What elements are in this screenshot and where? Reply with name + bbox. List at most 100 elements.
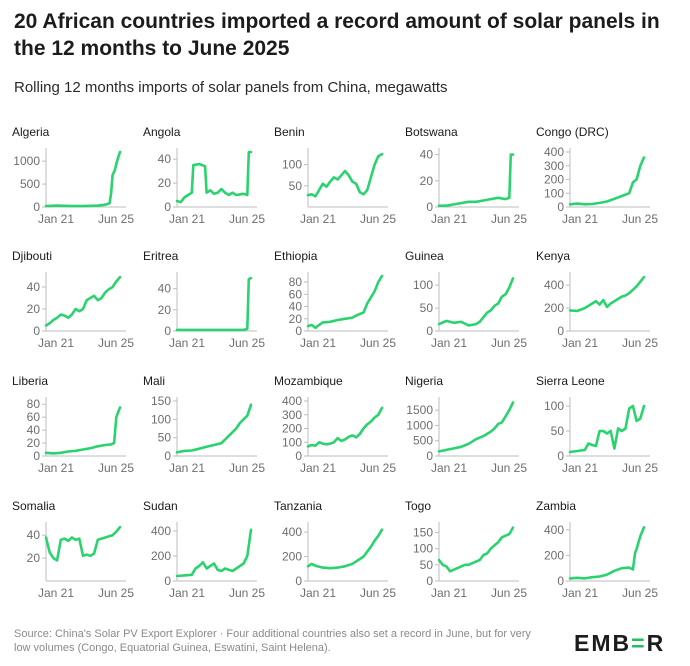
y-tick-label: 400 <box>544 145 564 159</box>
y-tick-label: 200 <box>544 173 564 187</box>
x-label-start: Jan 21 <box>300 586 336 600</box>
series-line <box>568 156 646 206</box>
country-label: Sierra Leone <box>536 374 605 388</box>
x-label-end: Jun 25 <box>491 586 527 600</box>
x-label-end: Jun 25 <box>360 336 396 350</box>
y-tick-label: 0 <box>426 324 433 338</box>
y-tick-label: 0 <box>557 200 564 214</box>
y-tick-label: 0 <box>426 200 433 214</box>
country-label: Benin <box>274 125 305 139</box>
x-label-end: Jun 25 <box>491 461 527 475</box>
y-tick-label: 200 <box>544 548 564 562</box>
chart-title: 20 African countries imported a record a… <box>14 10 660 60</box>
x-label-end: Jun 25 <box>229 586 265 600</box>
y-tick-label: 100 <box>151 412 171 426</box>
y-tick-label: 200 <box>544 301 564 315</box>
y-tick-label: 20 <box>158 303 172 317</box>
x-label-end: Jun 25 <box>229 336 265 350</box>
y-tick-label: 80 <box>27 397 41 411</box>
x-label-start: Jan 21 <box>562 336 598 350</box>
series-line <box>568 525 646 580</box>
y-tick-label: 0 <box>33 200 40 214</box>
x-label-end: Jun 25 <box>622 586 658 600</box>
x-label-end: Jun 25 <box>98 212 134 226</box>
y-tick-label: 50 <box>158 431 172 445</box>
y-tick-label: 50 <box>420 558 434 572</box>
series-line <box>306 274 384 330</box>
y-tick-label: 0 <box>33 449 40 463</box>
y-tick-label: 100 <box>413 278 433 292</box>
y-tick-label: 500 <box>413 434 433 448</box>
panel-sudan: Sudan 0 200 400 Jan 21 Jun 25 <box>143 499 265 600</box>
x-label-start: Jan 21 <box>300 336 336 350</box>
y-tick-label: 0 <box>557 449 564 463</box>
y-tick-label: 100 <box>544 399 564 413</box>
x-label-end: Jun 25 <box>98 336 134 350</box>
x-label-end: Jun 25 <box>491 336 527 350</box>
panel-tanzania: Tanzania 0 200 400 Jan 21 Jun 25 <box>274 499 396 600</box>
y-tick-label: 50 <box>289 179 303 193</box>
y-tick-label: 400 <box>282 525 302 539</box>
country-label: Guinea <box>405 249 444 263</box>
y-tick-label: 100 <box>282 435 302 449</box>
panel-guinea: Guinea 0 50 100 Jan 21 Jun 25 <box>405 249 527 350</box>
x-label-end: Jun 25 <box>360 461 396 475</box>
y-tick-label: 50 <box>420 301 434 315</box>
y-tick-label: 0 <box>164 324 171 338</box>
y-tick-label: 0 <box>295 324 302 338</box>
x-label-end: Jun 25 <box>229 461 265 475</box>
x-label-start: Jan 21 <box>562 586 598 600</box>
x-label-end: Jun 25 <box>360 586 396 600</box>
series-line <box>437 401 515 453</box>
y-tick-label: 1500 <box>406 403 433 417</box>
y-tick-label: 40 <box>27 423 41 437</box>
y-tick-label: 150 <box>413 525 433 539</box>
y-tick-label: 0 <box>164 574 171 588</box>
series-line <box>437 526 515 573</box>
y-tick-label: 20 <box>27 302 41 316</box>
series-line <box>175 276 253 332</box>
x-label-end: Jun 25 <box>622 212 658 226</box>
y-tick-label: 0 <box>426 449 433 463</box>
x-label-end: Jun 25 <box>622 461 658 475</box>
x-label-start: Jan 21 <box>562 212 598 226</box>
x-label-start: Jan 21 <box>431 212 467 226</box>
series-line <box>437 276 515 327</box>
series-line <box>175 150 253 204</box>
panel-benin: Benin 50 100 Jan 21 Jun 25 <box>274 125 396 226</box>
x-label-end: Jun 25 <box>491 212 527 226</box>
x-label-start: Jan 21 <box>38 336 74 350</box>
x-label-start: Jan 21 <box>562 461 598 475</box>
x-label-start: Jan 21 <box>169 586 205 600</box>
y-tick-label: 0 <box>557 324 564 338</box>
y-tick-label: 200 <box>282 422 302 436</box>
x-label-start: Jan 21 <box>300 461 336 475</box>
x-label-start: Jan 21 <box>300 212 336 226</box>
y-tick-label: 60 <box>289 287 303 301</box>
y-tick-label: 40 <box>158 152 172 166</box>
y-tick-label: 0 <box>295 449 302 463</box>
x-label-start: Jan 21 <box>431 461 467 475</box>
panel-togo: Togo 0 50 100 150 Jan 21 Jun 25 <box>405 499 527 600</box>
logo-text-post: R <box>646 630 666 656</box>
y-tick-label: 20 <box>289 312 303 326</box>
country-label: Ethiopia <box>274 249 318 263</box>
series-line <box>175 528 253 578</box>
x-label-start: Jan 21 <box>38 461 74 475</box>
country-label: Liberia <box>12 374 48 388</box>
x-label-start: Jan 21 <box>431 336 467 350</box>
y-tick-label: 1000 <box>13 154 40 168</box>
country-label: Tanzania <box>274 499 322 513</box>
y-tick-label: 20 <box>27 436 41 450</box>
country-label: Eritrea <box>143 249 179 263</box>
country-label: Nigeria <box>405 374 443 388</box>
y-tick-label: 0 <box>557 574 564 588</box>
x-label-start: Jan 21 <box>169 336 205 350</box>
panel-kenya: Kenya 0 200 400 Jan 21 Jun 25 <box>536 249 658 350</box>
y-tick-label: 300 <box>282 408 302 422</box>
